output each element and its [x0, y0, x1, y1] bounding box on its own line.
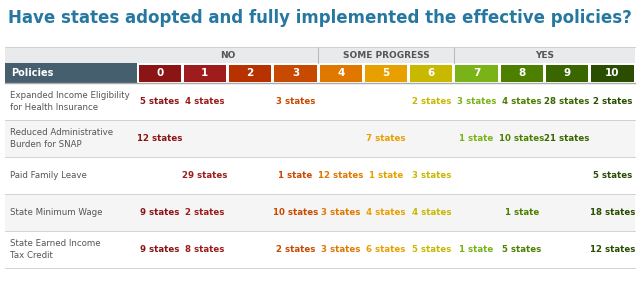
Text: 3: 3 — [292, 68, 299, 78]
Text: 5 states: 5 states — [502, 245, 541, 254]
Text: 2 states: 2 states — [593, 97, 632, 106]
Bar — [546, 65, 588, 82]
Bar — [5, 83, 635, 120]
Text: 2 states: 2 states — [185, 208, 225, 217]
Text: 3 states: 3 states — [321, 245, 360, 254]
Text: YES: YES — [535, 51, 554, 59]
Text: 10 states: 10 states — [273, 208, 318, 217]
Text: 4 states: 4 states — [502, 97, 541, 106]
Bar — [591, 65, 634, 82]
Text: 2 states: 2 states — [412, 97, 451, 106]
Text: 9 states: 9 states — [140, 208, 179, 217]
Bar — [275, 65, 317, 82]
Text: 7 states: 7 states — [366, 134, 406, 143]
Text: SOME PROGRESS: SOME PROGRESS — [342, 51, 429, 59]
Text: 5 states: 5 states — [140, 97, 179, 106]
Bar — [500, 65, 543, 82]
Text: Policies: Policies — [11, 68, 53, 78]
Bar — [5, 231, 635, 268]
Bar — [456, 65, 498, 82]
Text: 7: 7 — [473, 68, 480, 78]
Text: 28 states: 28 states — [545, 97, 590, 106]
Bar — [138, 65, 180, 82]
Text: 3 states: 3 states — [412, 171, 451, 180]
Text: 5 states: 5 states — [412, 245, 451, 254]
Text: 3 states: 3 states — [321, 208, 360, 217]
Text: Paid Family Leave: Paid Family Leave — [10, 171, 87, 180]
Text: 1 state: 1 state — [505, 208, 539, 217]
Text: Reduced Administrative
Burden for SNAP: Reduced Administrative Burden for SNAP — [10, 129, 113, 149]
Text: 9 states: 9 states — [140, 245, 179, 254]
Text: Expanded Income Eligibility
for Health Insurance: Expanded Income Eligibility for Health I… — [10, 92, 130, 112]
Text: 2: 2 — [246, 68, 254, 78]
Bar — [229, 65, 271, 82]
Bar — [319, 65, 362, 82]
Text: 9: 9 — [564, 68, 571, 78]
Bar — [410, 65, 452, 82]
Text: State Earned Income
Tax Credit: State Earned Income Tax Credit — [10, 239, 100, 259]
Text: 0: 0 — [156, 68, 163, 78]
Text: 10: 10 — [605, 68, 620, 78]
Text: 1 state: 1 state — [460, 134, 493, 143]
Bar — [184, 65, 226, 82]
Bar — [5, 157, 635, 194]
Text: 8 states: 8 states — [185, 245, 225, 254]
Bar — [365, 65, 407, 82]
Text: State Minimum Wage: State Minimum Wage — [10, 208, 102, 217]
Bar — [5, 47, 635, 63]
Text: 8: 8 — [518, 68, 525, 78]
Text: 10 states: 10 states — [499, 134, 545, 143]
Text: 1: 1 — [202, 68, 209, 78]
Text: 3 states: 3 states — [457, 97, 496, 106]
Bar — [5, 120, 635, 157]
Text: 6: 6 — [428, 68, 435, 78]
Bar — [5, 63, 137, 83]
Text: 6 states: 6 states — [366, 245, 406, 254]
Bar — [5, 194, 635, 231]
Text: NO: NO — [220, 51, 236, 59]
Text: 1 state: 1 state — [278, 171, 312, 180]
Text: 21 states: 21 states — [545, 134, 590, 143]
Text: 5 states: 5 states — [593, 171, 632, 180]
Text: 12 states: 12 states — [137, 134, 182, 143]
Text: 4 states: 4 states — [412, 208, 451, 217]
Text: 12 states: 12 states — [318, 171, 364, 180]
Text: 4: 4 — [337, 68, 344, 78]
Text: 4 states: 4 states — [366, 208, 406, 217]
Text: 5: 5 — [382, 68, 390, 78]
Text: 1 state: 1 state — [369, 171, 403, 180]
Text: 1 state: 1 state — [460, 245, 493, 254]
Text: Have states adopted and fully implemented the effective policies?: Have states adopted and fully implemente… — [8, 9, 632, 27]
Text: 18 states: 18 states — [589, 208, 635, 217]
Text: 3 states: 3 states — [276, 97, 315, 106]
Text: 2 states: 2 states — [276, 245, 315, 254]
Text: 29 states: 29 states — [182, 171, 228, 180]
Text: 4 states: 4 states — [185, 97, 225, 106]
Text: 12 states: 12 states — [589, 245, 635, 254]
